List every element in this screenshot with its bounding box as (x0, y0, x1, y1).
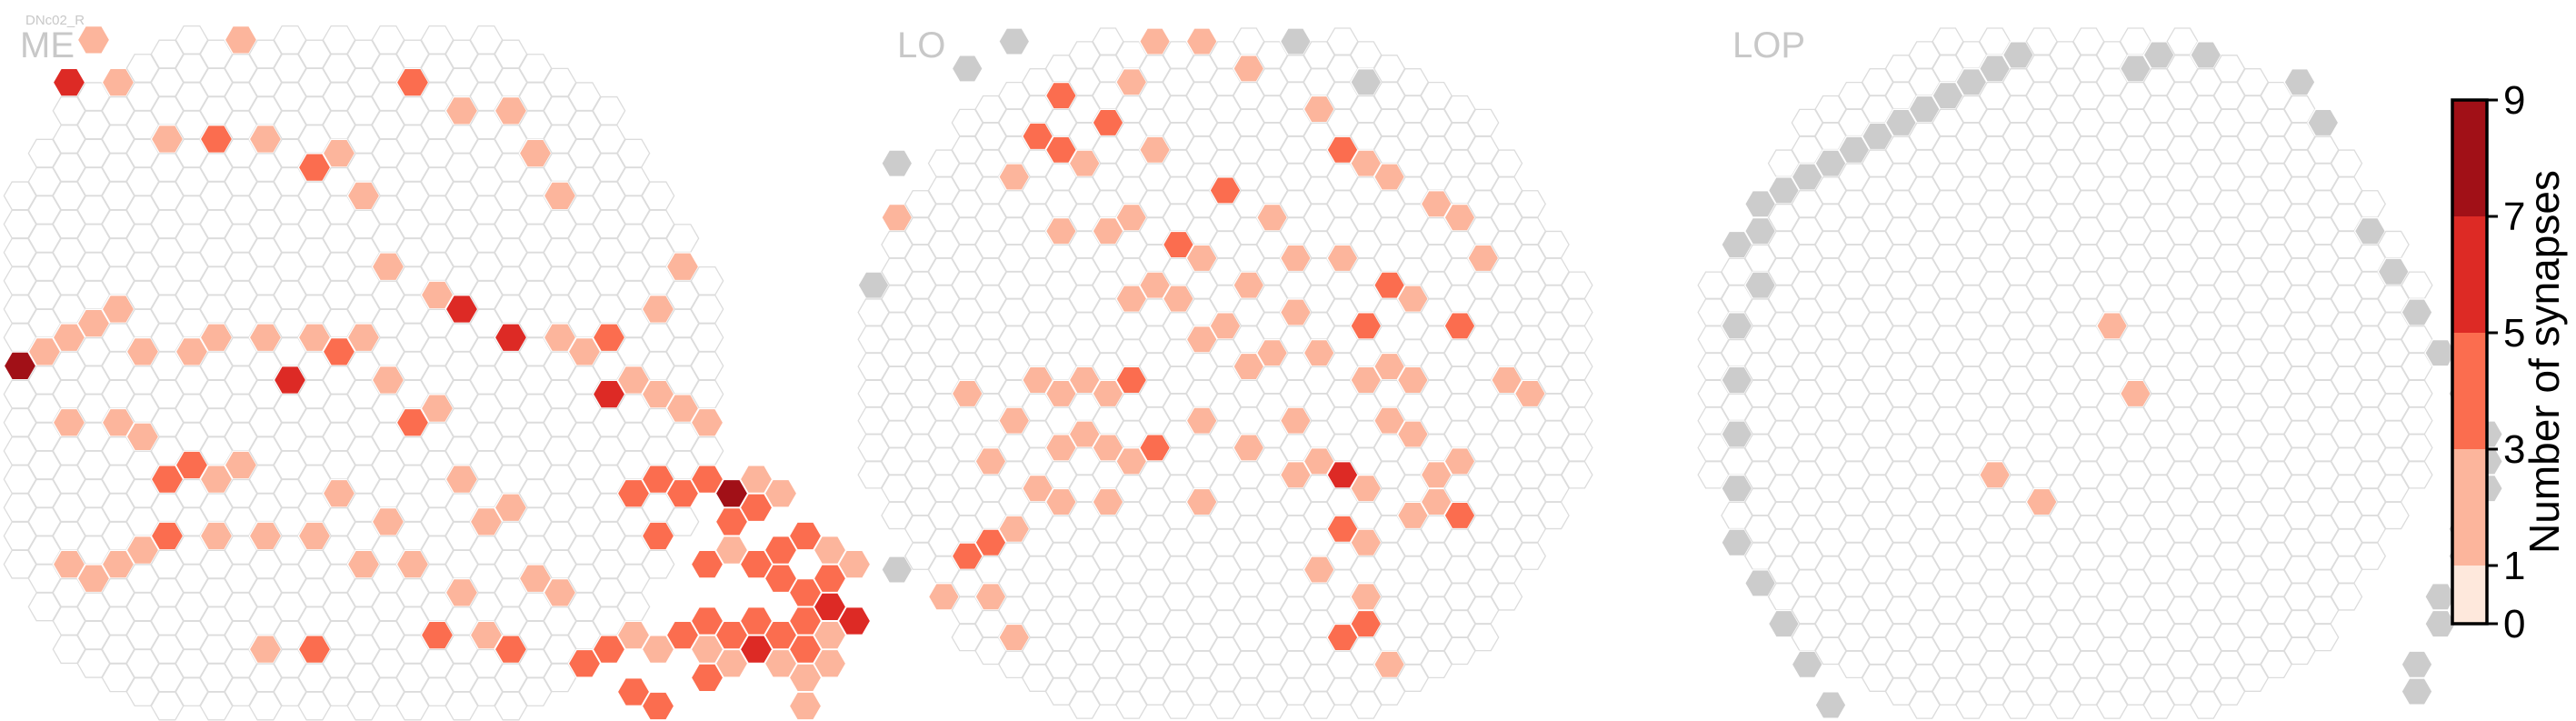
hex-cell-synapses (837, 606, 872, 636)
hex-cell-synapses (764, 478, 798, 508)
panel-lop: LOP (1697, 25, 2504, 719)
hex-grid-me (3, 25, 872, 721)
hex-cell-missing (1814, 691, 1847, 719)
hex-cell-missing (998, 27, 1031, 55)
colorbar-segment (2452, 100, 2487, 216)
hex-cell (2377, 501, 2410, 530)
hex-cell (1537, 501, 1570, 530)
panel-lo: LO (857, 25, 1593, 719)
hex-cell-synapses (813, 648, 847, 678)
hex-cell (1490, 583, 1523, 611)
colorbar-segment (2452, 333, 2487, 449)
colorbar-segment (2452, 566, 2487, 624)
hex-cell-synapses (76, 25, 111, 55)
hex-cell (2401, 461, 2433, 489)
hex-cell (2353, 542, 2387, 570)
hex-grid-lo (857, 27, 1593, 719)
panel-title-lop: LOP (1732, 25, 1805, 65)
panel-title-lo: LO (897, 25, 945, 65)
hex-cell (665, 506, 700, 536)
colorbar-frame (2451, 98, 2489, 626)
colorbar-tick-label: 5 (2503, 311, 2525, 355)
colorbar-tick-label: 0 (2503, 602, 2525, 646)
colorbar-segment (2452, 216, 2487, 333)
hex-cell-missing (2401, 650, 2433, 679)
colorbar-title: Number of synapses (2521, 170, 2568, 554)
colorbar-tick-label: 7 (2503, 195, 2525, 239)
colorbar-tick-label: 1 (2503, 544, 2525, 588)
hex-cell (1513, 542, 1547, 570)
hex-cell (2307, 623, 2340, 652)
hex-cell-missing (2424, 338, 2457, 367)
colorbar-segments (2452, 100, 2487, 624)
colorbar-tick-label: 9 (2503, 78, 2525, 123)
cell-type-label: DNc02_R (25, 13, 85, 28)
hex-grid-lop (1697, 27, 2504, 719)
panel-title-me: ME (20, 25, 75, 65)
hex-cell-synapses (641, 691, 675, 721)
panel-me: ME (3, 25, 872, 721)
hex-cell-missing (951, 55, 983, 83)
hex-cell (1467, 623, 1500, 652)
hex-cell (641, 549, 675, 579)
hex-cell-missing (2424, 609, 2457, 638)
colorbar-segment (2452, 449, 2487, 566)
hex-cell-synapses (788, 691, 823, 721)
hex-cell-synapses (837, 549, 872, 579)
hex-cell-missing (881, 149, 914, 177)
hex-cell (1561, 461, 1593, 489)
colorbar-tick-label: 3 (2503, 427, 2525, 472)
colorbar: 0 1 3 5 7 9 Number of synapses (2451, 78, 2568, 646)
hex-cell-missing (2401, 677, 2433, 706)
hex-cell (2330, 583, 2363, 611)
colorbar-ticks: 0 1 3 5 7 9 (2487, 78, 2525, 646)
